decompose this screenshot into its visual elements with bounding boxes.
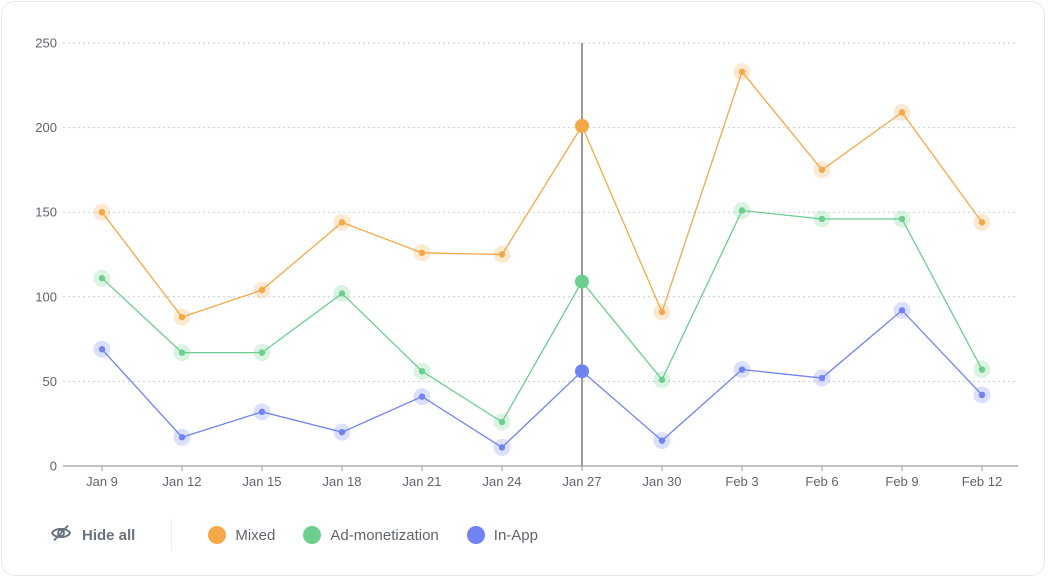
data-point bbox=[738, 68, 746, 75]
data-point bbox=[418, 368, 426, 375]
data-point bbox=[738, 207, 746, 214]
legend-label: Ad-monetization bbox=[330, 526, 439, 544]
data-point bbox=[498, 418, 506, 426]
legend-swatch bbox=[303, 526, 322, 544]
data-point bbox=[818, 374, 826, 382]
series-line bbox=[101, 209, 983, 423]
legend-item-in-app[interactable]: In-App bbox=[466, 526, 538, 544]
data-point bbox=[178, 313, 186, 321]
data-point bbox=[98, 274, 106, 282]
data-point bbox=[658, 376, 666, 383]
y-tick-label: 0 bbox=[50, 459, 57, 474]
data-point bbox=[418, 393, 426, 400]
data-point-highlighted bbox=[575, 364, 589, 379]
x-tick-label: Jan 15 bbox=[242, 474, 281, 489]
data-point bbox=[978, 219, 986, 226]
x-tick-label: Jan 18 bbox=[322, 474, 361, 489]
data-point bbox=[898, 307, 906, 314]
data-point bbox=[98, 346, 106, 353]
data-point bbox=[898, 109, 906, 116]
x-tick-label: Feb 6 bbox=[805, 474, 838, 489]
y-axis: 0 50 100 150 200 250 bbox=[35, 36, 57, 474]
hide-all-button[interactable]: Hide all bbox=[50, 524, 171, 546]
series-line bbox=[101, 70, 983, 318]
x-tick-label: Feb 12 bbox=[962, 474, 1002, 489]
data-point bbox=[338, 428, 346, 436]
data-point bbox=[658, 437, 666, 444]
x-tick-label: Jan 21 bbox=[402, 474, 441, 489]
legend: Hide all Mixed Ad-monetization In-App bbox=[50, 519, 566, 551]
series-in-app bbox=[93, 301, 991, 456]
series-line bbox=[101, 309, 983, 449]
data-point bbox=[658, 308, 666, 316]
eye-off-icon bbox=[50, 524, 72, 546]
legend-label: Mixed bbox=[235, 526, 276, 544]
grid bbox=[63, 42, 1018, 382]
data-point bbox=[418, 249, 426, 257]
x-tick-labels: Jan 9 Jan 12 Jan 15 Jan 18 Jan 21 Jan 24 Jan 2… bbox=[86, 466, 1002, 489]
x-tick-label: Feb 3 bbox=[725, 474, 758, 489]
data-point-highlighted bbox=[575, 274, 589, 289]
data-point bbox=[338, 290, 346, 297]
x-tick-label: Jan 9 bbox=[86, 474, 118, 489]
data-point bbox=[498, 444, 506, 451]
data-point bbox=[258, 408, 266, 416]
legend-divider bbox=[171, 519, 173, 551]
data-point bbox=[978, 391, 986, 399]
data-point bbox=[98, 209, 106, 216]
series-mixed bbox=[93, 63, 991, 326]
legend-item-mixed[interactable]: Mixed bbox=[208, 526, 275, 544]
y-tick-label: 50 bbox=[43, 374, 57, 389]
y-tick-label: 250 bbox=[35, 36, 57, 51]
x-tick-label: Jan 27 bbox=[562, 474, 601, 489]
data-point bbox=[258, 286, 266, 294]
series bbox=[93, 63, 991, 456]
data-point bbox=[178, 434, 186, 441]
legend-swatch bbox=[208, 526, 227, 544]
data-point bbox=[818, 166, 826, 174]
data-point bbox=[738, 366, 746, 373]
data-point bbox=[818, 215, 826, 223]
x-tick-label: Jan 12 bbox=[162, 474, 201, 489]
data-point bbox=[498, 251, 506, 258]
data-point bbox=[898, 215, 906, 223]
y-tick-label: 150 bbox=[35, 205, 57, 220]
legend-item-ad-monetization[interactable]: Ad-monetization bbox=[303, 526, 439, 544]
data-point bbox=[338, 219, 346, 226]
data-point bbox=[258, 349, 266, 356]
hide-all-label: Hide all bbox=[82, 526, 136, 544]
y-tick-label: 100 bbox=[35, 289, 57, 304]
legend-swatch bbox=[466, 526, 485, 544]
y-tick-label: 200 bbox=[35, 120, 57, 135]
data-point bbox=[978, 366, 986, 373]
x-tick-label: Jan 24 bbox=[482, 474, 521, 489]
data-point bbox=[178, 349, 186, 356]
series-ad-monetization bbox=[93, 202, 991, 431]
x-tick-label: Jan 30 bbox=[642, 474, 681, 489]
legend-label: In-App bbox=[493, 526, 538, 544]
x-tick-label: Feb 9 bbox=[885, 474, 918, 489]
data-point-highlighted bbox=[575, 118, 589, 133]
